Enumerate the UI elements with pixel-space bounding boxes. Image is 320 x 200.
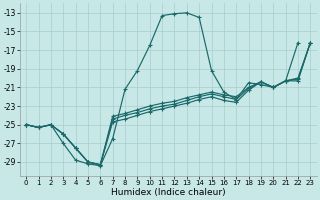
- X-axis label: Humidex (Indice chaleur): Humidex (Indice chaleur): [111, 188, 226, 197]
